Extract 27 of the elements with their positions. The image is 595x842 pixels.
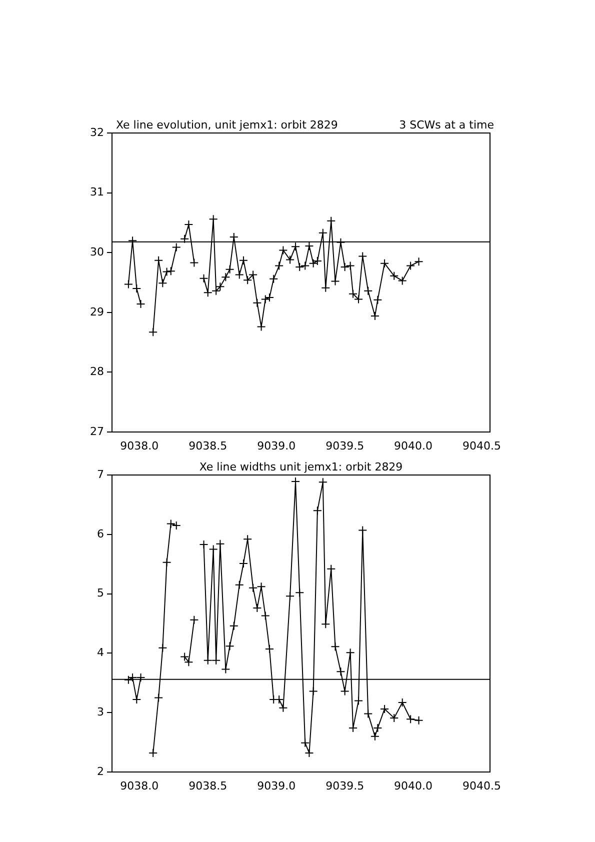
x-tick-label: 9038.0: [120, 779, 159, 792]
chart-subtitle: 3 SCWs at a time: [399, 118, 494, 132]
y-tick-label: 27: [90, 424, 104, 438]
y-tick-label: 7: [97, 468, 104, 481]
x-tick-label: 9040.5: [462, 779, 502, 792]
x-tick-label: 9038.5: [188, 439, 228, 452]
y-tick-label: 6: [97, 527, 104, 540]
y-tick-label: 5: [97, 586, 104, 600]
x-tick-label: 9040.5: [462, 439, 502, 452]
y-tick-label: 4: [97, 646, 104, 660]
y-tick-label: 32: [90, 126, 104, 139]
y-tick-label: 3: [97, 705, 104, 718]
y-tick-label: 30: [90, 245, 104, 258]
x-tick-label: 9040.0: [394, 779, 433, 792]
x-tick-label: 9040.0: [394, 439, 433, 452]
x-tick-label: 9039.5: [326, 779, 364, 792]
chart-title: Xe line widths unit jemx1: orbit 2829: [199, 460, 403, 474]
x-tick-label: 9039.5: [326, 439, 364, 452]
x-tick-label: 9038.0: [120, 439, 159, 452]
x-tick-label: 9039.0: [257, 439, 296, 452]
y-tick-label: 29: [90, 305, 104, 318]
x-tick-label: 9039.0: [257, 779, 296, 792]
chart-title: Xe line evolution, unit jemx1: orbit 2829: [116, 118, 338, 132]
x-tick-label: 9038.5: [188, 779, 228, 792]
y-tick-label: 28: [90, 365, 104, 378]
y-tick-label: 2: [97, 764, 104, 778]
y-tick-label: 31: [90, 186, 104, 199]
